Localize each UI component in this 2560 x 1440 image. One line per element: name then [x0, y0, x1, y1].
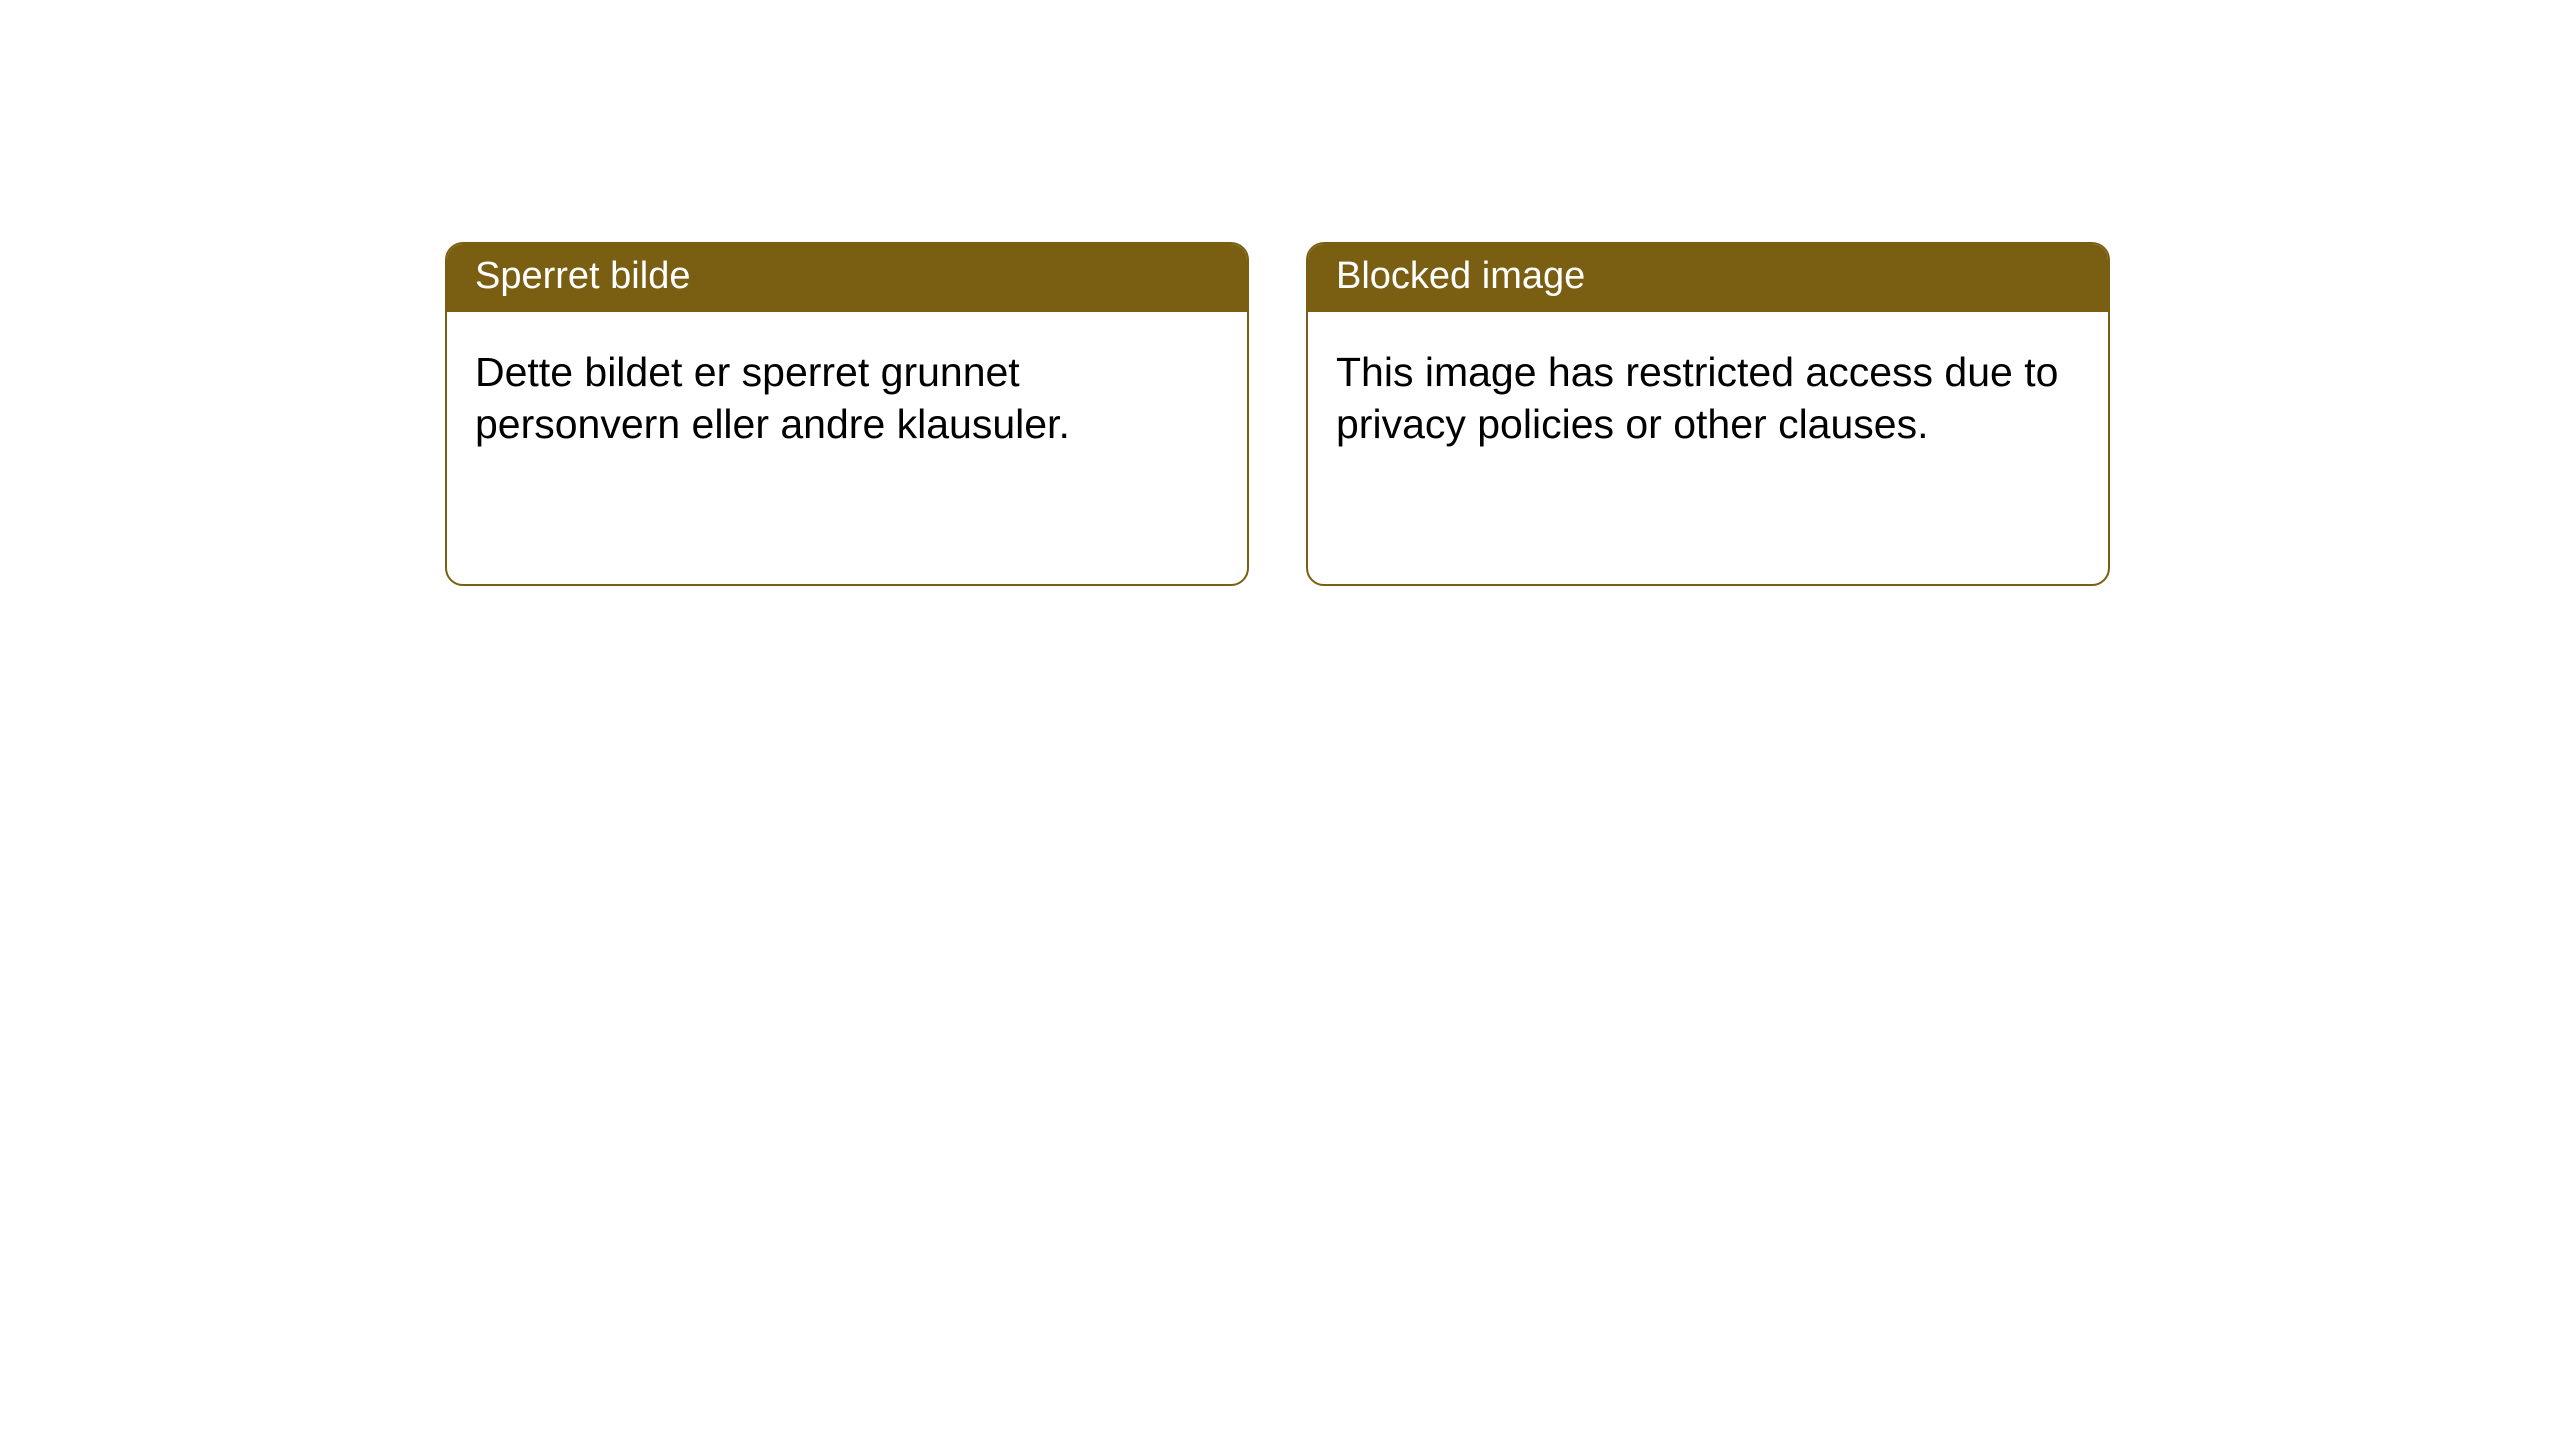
notice-body-english: This image has restricted access due to … — [1308, 312, 2108, 584]
notice-container: Sperret bilde Dette bildet er sperret gr… — [0, 0, 2560, 586]
notice-title-english: Blocked image — [1308, 244, 2108, 312]
notice-card-norwegian: Sperret bilde Dette bildet er sperret gr… — [445, 242, 1249, 586]
notice-title-norwegian: Sperret bilde — [447, 244, 1247, 312]
notice-body-norwegian: Dette bildet er sperret grunnet personve… — [447, 312, 1247, 584]
notice-card-english: Blocked image This image has restricted … — [1306, 242, 2110, 586]
